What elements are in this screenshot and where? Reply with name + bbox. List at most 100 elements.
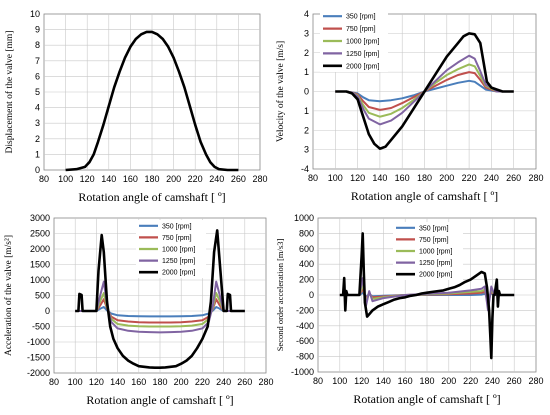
legend-label: 750 [rpm] <box>162 235 192 242</box>
series-line-1250-rpm <box>335 54 514 126</box>
y-tick-label: 8 <box>35 40 40 50</box>
y-axis-title: Acceleration of the valve [m/s²] <box>3 235 14 356</box>
y-tick-label: 1500 <box>30 260 50 270</box>
y-tick-label: 1 <box>35 149 40 159</box>
x-tick-label: 80 <box>39 174 49 184</box>
y-tick-label: 3 <box>304 28 309 38</box>
y-axis-title: Velocity of the valve [m/s] <box>275 41 286 142</box>
series-line-350-rpm <box>335 79 514 103</box>
legend-label: 350 [rpm] <box>346 14 376 21</box>
legend-label: 1000 [rpm] <box>162 247 196 254</box>
legend-label: 1000 [rpm] <box>419 249 453 256</box>
x-tick-label: 120 <box>80 174 95 184</box>
x-tick-label: 120 <box>350 173 365 183</box>
x-axis-title: Rotation angle of camshaft [ º] <box>78 190 225 204</box>
x-tick-label: 280 <box>258 377 273 387</box>
series-line-2000-rpm <box>339 232 515 360</box>
x-tick-label: 100 <box>328 173 343 183</box>
y-tick-label: -400 <box>296 321 314 331</box>
chart-panel-3: 80 100 120 140 160 180 200 220 240 260 280 -2000 -15… <box>3 213 274 407</box>
y-tick-label: 200 <box>299 275 314 285</box>
y-tick-label: 2000 <box>30 244 50 254</box>
y-tick-label: -1500 <box>27 353 50 363</box>
y-tick-label: 1 <box>304 67 309 77</box>
x-tick-label: 260 <box>507 376 522 386</box>
chart-panel-1: 80 100 120 140 160 180 200 220 240 260 280 0 1 2 3 4 5 6 7… <box>4 9 268 204</box>
legend: 350 [rpm] 750 [rpm] 1000 [rpm] 1250 [rpm] 20… <box>393 222 463 280</box>
x-tick-label: 200 <box>174 377 189 387</box>
y-tick-label: 2 <box>35 134 40 144</box>
legend-label: 1250 [rpm] <box>162 258 196 265</box>
y-tick-label: 800 <box>299 228 314 238</box>
y-tick-label: 0 <box>304 87 309 97</box>
series-line-2000-rpm <box>335 32 514 150</box>
y-tick-label: 3000 <box>30 213 50 223</box>
x-tick-label: 200 <box>166 174 181 184</box>
y-tick-label: 2500 <box>30 229 50 239</box>
y-tick-label: 4 <box>35 103 40 113</box>
legend-label: 750 [rpm] <box>419 237 449 244</box>
legend-label: 350 [rpm] <box>162 223 192 230</box>
x-tick-label: 240 <box>484 173 499 183</box>
y-tick-label: -4 <box>301 164 309 174</box>
y-tick-label: 4 <box>304 9 309 19</box>
legend: 350 [rpm] 750 [rpm] 1000 [rpm] 1250 [rpm] 20… <box>136 220 206 278</box>
x-tick-label: 160 <box>123 174 138 184</box>
chart-panel-2: 80 100 120 140 160 180 200 220 240 260 280-4321012… <box>275 9 544 203</box>
legend-label: 2000 [rpm] <box>346 63 380 70</box>
x-tick-label: 140 <box>376 376 391 386</box>
x-tick-label: 100 <box>68 377 83 387</box>
y-tick-label: 0 <box>309 290 314 300</box>
series-line-350-rpm <box>75 306 245 318</box>
chart-panel-4: 80 100 120 140 160 180 200 220 240 260 280 -1000 -80… <box>275 213 544 406</box>
y-tick-label: -2000 <box>27 368 50 378</box>
x-tick-label: 120 <box>354 376 369 386</box>
x-tick-label: 260 <box>237 377 252 387</box>
y-tick-label: 1000 <box>30 275 50 285</box>
y-tick-label: 1000 <box>294 213 314 223</box>
x-tick-label: 100 <box>332 376 347 386</box>
y-tick-label: 3 <box>304 145 309 155</box>
series-line-750-rpm <box>335 71 514 111</box>
x-tick-label: 180 <box>152 377 167 387</box>
x-tick-label: 220 <box>463 376 478 386</box>
y-tick-label: 9 <box>35 25 40 35</box>
y-tick-label: -200 <box>296 305 314 315</box>
y-tick-label: 2 <box>304 48 309 58</box>
x-tick-label: 280 <box>252 174 267 184</box>
x-tick-label: 140 <box>110 377 125 387</box>
series-line-main <box>65 30 239 172</box>
y-tick-label: 10 <box>30 9 40 19</box>
y-tick-label: 1 <box>304 106 309 116</box>
y-tick-label: 600 <box>299 244 314 254</box>
series-line-1250-rpm <box>75 280 245 334</box>
legend-label: 350 [rpm] <box>419 225 449 232</box>
x-axis-title: Rotation angle of camshaft [ º] <box>351 189 498 203</box>
y-tick-label: 3 <box>35 118 40 128</box>
x-tick-label: 280 <box>528 173 543 183</box>
x-tick-label: 280 <box>528 376 543 386</box>
x-tick-label: 240 <box>209 174 224 184</box>
y-axis-title: Second order acceleration [m/s3] <box>275 239 285 352</box>
y-tick-label: -1000 <box>291 367 314 377</box>
x-tick-label: 120 <box>89 377 104 387</box>
x-axis-title: Rotation angle of camshaft [ º] <box>86 393 233 407</box>
x-tick-label: 260 <box>506 173 521 183</box>
x-tick-label: 80 <box>313 376 323 386</box>
legend-label: 2000 [rpm] <box>419 272 453 279</box>
legend-label: 2000 [rpm] <box>162 270 196 277</box>
x-tick-label: 180 <box>417 173 432 183</box>
series-line-1000-rpm <box>75 292 245 328</box>
legend-label: 1250 [rpm] <box>346 51 380 58</box>
y-tick-label: 0 <box>35 165 40 175</box>
legend-label: 750 [rpm] <box>346 26 376 33</box>
x-tick-label: 160 <box>398 376 413 386</box>
x-tick-label: 160 <box>131 377 146 387</box>
x-tick-label: 220 <box>188 174 203 184</box>
y-tick-label: -1000 <box>27 337 50 347</box>
x-tick-label: 140 <box>372 173 387 183</box>
x-tick-label: 220 <box>195 377 210 387</box>
x-tick-label: 140 <box>101 174 116 184</box>
y-tick-label: 0 <box>45 306 50 316</box>
